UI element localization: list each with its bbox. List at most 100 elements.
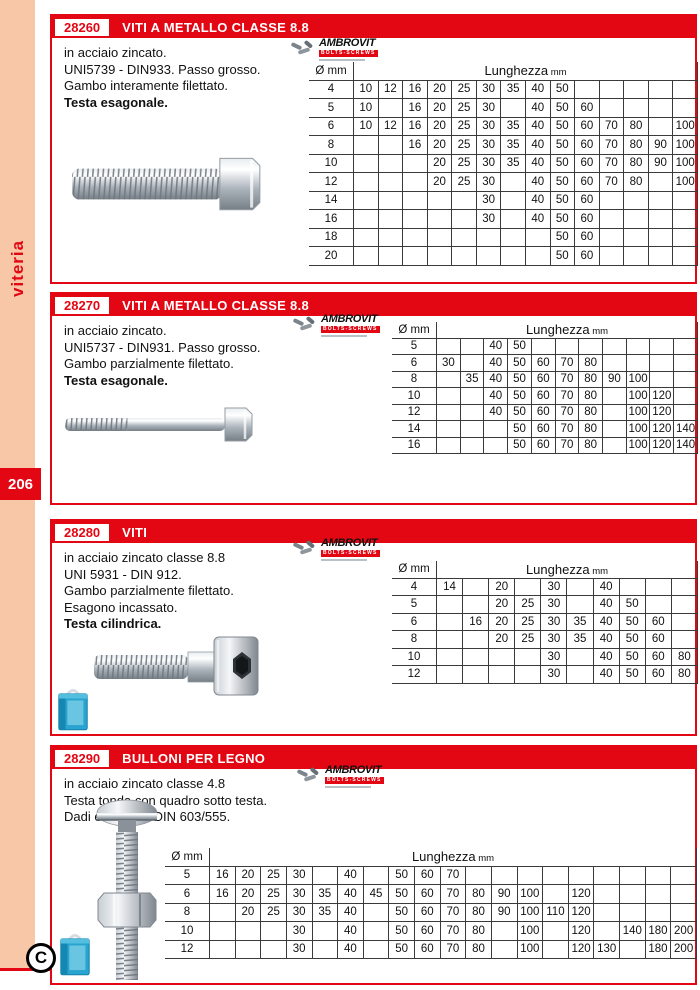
length-value: 60 [414, 902, 441, 922]
length-value [377, 246, 404, 266]
length-value [542, 884, 569, 904]
length-header-word: Lunghezza [484, 63, 549, 79]
length-value: 25 [514, 630, 542, 649]
length-header: Lunghezza mm [353, 62, 698, 81]
length-value: 50 [618, 630, 646, 649]
length-value [619, 884, 646, 904]
length-value: 80 [670, 647, 699, 666]
length-value [436, 370, 461, 388]
description-line: UNI5739 - DIN933. Passo grosso. [64, 61, 261, 77]
length-value [462, 630, 490, 649]
length-value [644, 865, 672, 885]
table-row: 6 16 20 25 30 35 40 50 60 [392, 612, 699, 631]
length-value [567, 865, 595, 885]
diameter-value: 8 [165, 902, 210, 922]
length-value: 16 [402, 135, 428, 155]
length-value: 50 [507, 354, 532, 372]
length-value [500, 246, 526, 266]
diameter-value: 12 [165, 939, 210, 959]
length-value [377, 209, 404, 229]
length-value: 80 [670, 665, 699, 684]
length-value [451, 209, 477, 229]
length-value: 30 [475, 116, 502, 136]
size-table: Ø mm Lunghezza mm 4 14 20 30 40 5 20 25 30 40 50 6 16 2… [392, 561, 699, 684]
length-value: 100 [516, 921, 544, 941]
length-value [625, 354, 651, 372]
length-value: 50 [507, 420, 532, 438]
length-value [542, 939, 569, 959]
diameter-header: Ø mm [309, 62, 354, 81]
length-value: 16 [402, 116, 428, 136]
length-value [435, 630, 464, 649]
length-value: 60 [644, 612, 672, 631]
diameter-value: 6 [392, 612, 437, 631]
length-value: 70 [439, 921, 467, 941]
length-value [670, 630, 699, 649]
diameter-value: 10 [392, 647, 437, 666]
length-value [459, 337, 485, 355]
length-value [459, 387, 485, 405]
brand-logo: AMBROVIT BOLTS-SCREWS [292, 314, 380, 337]
length-value: 10 [353, 98, 379, 118]
length-header: Lunghezza mm [436, 561, 698, 579]
length-value [377, 135, 404, 155]
length-value [462, 665, 490, 684]
table-row: 8 20 25 30 35 40 50 60 [392, 630, 699, 649]
length-value: 20 [426, 116, 453, 136]
length-value: 120 [649, 387, 675, 405]
length-value [459, 403, 485, 421]
length-value [402, 153, 428, 173]
diameter-value: 8 [392, 370, 437, 388]
length-value [623, 79, 649, 99]
length-value: 16 [209, 884, 236, 904]
section-28290: 28290 BULLONI PER LEGNO in acciaio zinca… [50, 745, 697, 985]
table-row: 5 20 25 30 40 50 [392, 595, 699, 614]
length-value [649, 354, 675, 372]
length-value: 45 [362, 884, 390, 904]
length-value [673, 370, 698, 388]
length-value: 25 [260, 865, 287, 885]
length-value: 50 [549, 227, 576, 247]
length-value [647, 190, 674, 210]
length-value: 30 [475, 135, 502, 155]
length-value: 70 [439, 902, 467, 922]
table-row: 5 40 50 [392, 337, 698, 355]
length-value [566, 577, 594, 596]
description-line: UNI 5931 - DIN 912. [64, 566, 182, 582]
description-line: Gambo interamente filettato. [64, 78, 229, 93]
length-value [475, 246, 502, 266]
length-value [500, 190, 526, 210]
length-value: 80 [578, 436, 604, 454]
length-value [353, 135, 379, 155]
length-value: 60 [530, 370, 556, 388]
length-header-word: Lunghezza [411, 849, 476, 865]
description-line: Gambo parzialmente filettato. [64, 356, 234, 371]
length-value [451, 190, 477, 210]
length-value [402, 209, 428, 229]
length-value: 35 [311, 902, 339, 922]
length-value: 50 [549, 135, 576, 155]
length-value: 20 [488, 577, 516, 596]
brand-name: AMBROVIT [319, 37, 376, 49]
length-value [462, 577, 490, 596]
length-value: 50 [507, 403, 532, 421]
length-value [426, 246, 453, 266]
length-value: 70 [598, 153, 625, 173]
length-value: 20 [234, 884, 262, 904]
table-row: 6 30 40 50 60 70 80 [392, 354, 698, 372]
description-line: in acciaio zincato classe 8.8 [64, 550, 226, 565]
length-value [649, 370, 675, 388]
length-value: 50 [549, 79, 576, 99]
length-value: 70 [554, 403, 580, 421]
length-value [209, 939, 236, 959]
section-title: VITI A METALLO CLASSE 8.8 [122, 19, 310, 35]
length-value [566, 647, 594, 666]
length-value [209, 902, 236, 922]
description-line: Gambo parzialmente filettato. [64, 583, 234, 598]
length-value [353, 172, 379, 192]
length-value [647, 79, 674, 99]
length-value: 120 [567, 884, 595, 904]
length-value: 90 [647, 153, 674, 173]
length-value: 50 [549, 190, 576, 210]
length-value: 30 [475, 209, 502, 229]
